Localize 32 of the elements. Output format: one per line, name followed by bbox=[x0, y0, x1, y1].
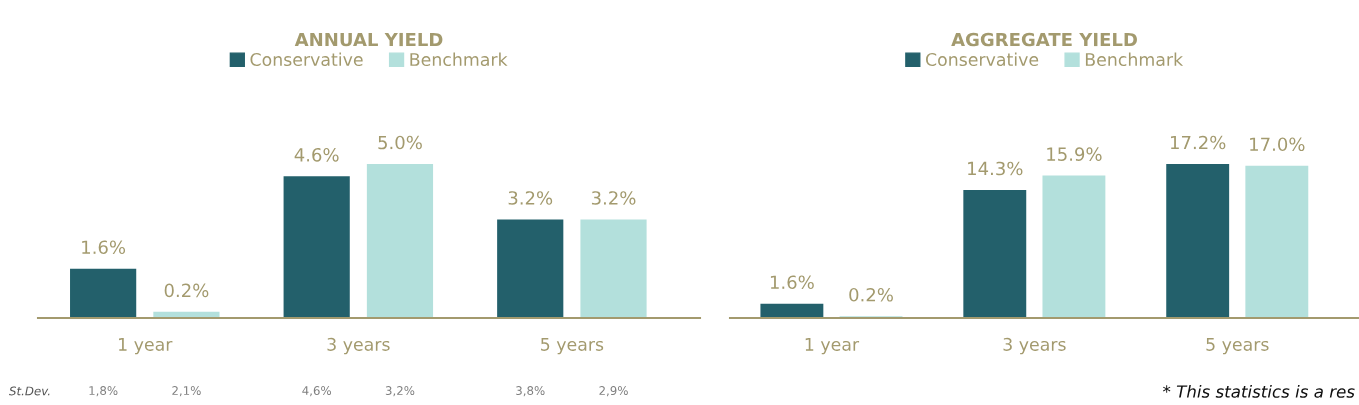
x-tick-label: 1 year bbox=[805, 337, 860, 355]
chart-title: AGGREGATE YIELD bbox=[951, 32, 1137, 47]
legend-label: Conservative bbox=[925, 52, 1039, 67]
data-label: 3.2% bbox=[508, 191, 553, 205]
data-label: 5.0% bbox=[378, 135, 422, 150]
x-tick-label: 1 year bbox=[119, 337, 173, 355]
text: 2,9% bbox=[599, 386, 628, 397]
legend-label: Benchmark bbox=[1085, 52, 1184, 67]
data-label: 15.9% bbox=[1047, 147, 1102, 161]
text: 2,1% bbox=[172, 386, 201, 397]
text: * This statistics is a res bbox=[1163, 384, 1355, 398]
data-label: 1.6% bbox=[770, 275, 814, 290]
x-tick-label: 3 years bbox=[327, 337, 390, 355]
data-label: 17.2% bbox=[1171, 135, 1226, 150]
data-label: 0.2% bbox=[849, 287, 893, 302]
data-label: 0.2% bbox=[164, 283, 209, 298]
legend-label: Benchmark bbox=[410, 52, 508, 67]
text: 3,8% bbox=[516, 386, 545, 397]
chart-title: ANNUAL YIELD bbox=[294, 32, 443, 47]
legend-label: Conservative bbox=[250, 52, 363, 67]
data-label: 3.2% bbox=[591, 191, 636, 205]
x-tick-label: 5 years bbox=[1206, 337, 1269, 355]
data-label: 1.6% bbox=[82, 240, 126, 255]
text: St.Dev. bbox=[9, 386, 50, 396]
text: 3,2% bbox=[385, 386, 415, 397]
x-tick-label: 5 years bbox=[541, 337, 604, 355]
data-label: 14.3% bbox=[968, 161, 1023, 176]
data-label: 4.6% bbox=[294, 147, 339, 162]
x-tick-label: 3 years bbox=[1003, 337, 1066, 355]
data-label: 17.0% bbox=[1250, 137, 1305, 152]
text: 1,8% bbox=[89, 386, 118, 397]
text: 4,6% bbox=[302, 386, 332, 397]
